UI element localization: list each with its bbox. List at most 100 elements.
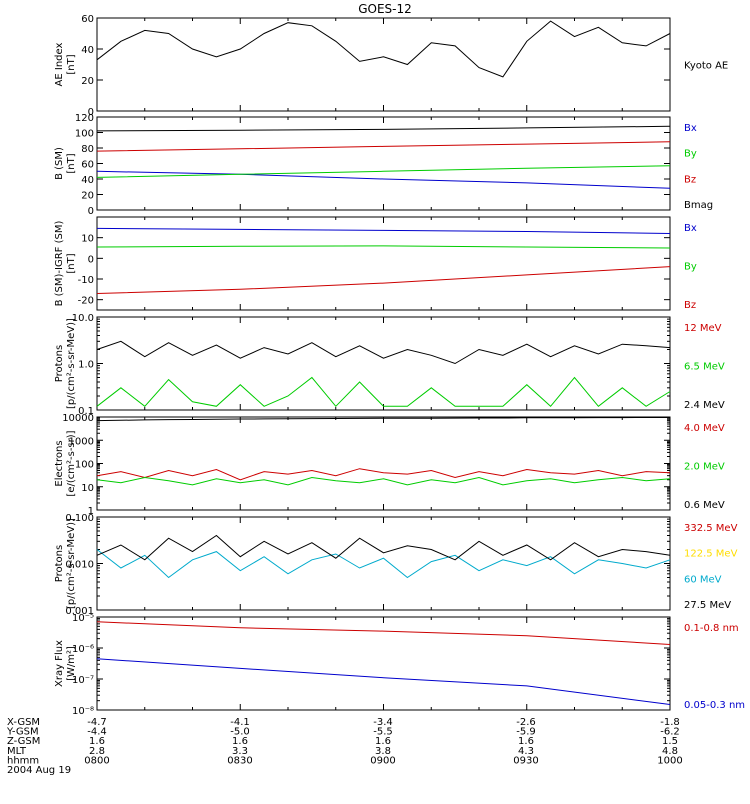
panel-frame	[96, 17, 671, 112]
panel-frame	[96, 316, 671, 411]
y-tick-label: 40	[81, 45, 94, 56]
footer-value: -4.7	[87, 717, 107, 728]
series-line	[96, 245, 671, 249]
footer-row-label: hhmm	[7, 755, 39, 766]
series-line	[96, 165, 671, 178]
y-tick-label: 20	[81, 191, 94, 202]
footer-row-label: X-GSM	[7, 717, 40, 728]
legend-label: 60 MeV	[684, 574, 722, 585]
legend-label: 12 MeV	[684, 323, 722, 334]
series-line	[96, 417, 670, 422]
series-line	[96, 170, 671, 189]
y-axis-label: [e/(cm²-s-sr)]	[66, 430, 77, 496]
legend-label: 2.0 MeV	[684, 462, 725, 473]
panel-bsm: 0 20 40 60 80 100 120 B (SM) [nT] Bx By Bz Bmag	[54, 113, 713, 217]
y-tick-label: 1.0	[78, 360, 94, 371]
legend-label: 0.05-0.3 nm	[684, 700, 745, 711]
y-tick-label: 0	[88, 107, 94, 118]
panel-frame	[96, 216, 671, 311]
y-tick-label: 100	[75, 129, 94, 140]
y-tick-label: 0.1	[78, 406, 94, 417]
footer-value: 3.8	[375, 746, 391, 757]
series-line	[96, 534, 671, 561]
y-tick-label: 0	[88, 206, 94, 217]
y-tick-label: 0	[88, 254, 94, 265]
series-line	[96, 549, 671, 579]
footer-value: 1.5	[662, 736, 678, 747]
legend-label: By	[684, 262, 697, 273]
y-tick-label: 80	[81, 144, 94, 155]
panel-frame	[96, 516, 671, 611]
legend-label: 332.5 MeV	[684, 523, 738, 534]
y-tick-label: 120	[75, 113, 94, 124]
series-line	[96, 227, 671, 234]
legend-label: By	[684, 149, 697, 160]
y-axis-label: [p/(cm²-s-sr-MeV)]	[66, 518, 77, 609]
series-line	[96, 340, 671, 365]
y-tick-label: 1000	[69, 436, 94, 447]
y-tick-label: 10	[81, 234, 94, 245]
series-line	[96, 658, 671, 705]
footer-value: 4.8	[662, 746, 678, 757]
legend-label: 0.6 MeV	[684, 500, 725, 511]
footer-value: -4.1	[230, 717, 250, 728]
footer-value: -5.5	[373, 727, 393, 738]
series-line	[96, 141, 671, 152]
legend-label: Bx	[684, 223, 697, 234]
footer-value: 1.6	[232, 736, 248, 747]
footer-value: -4.4	[87, 727, 107, 738]
y-tick-label: 60	[81, 14, 94, 25]
footer-value: -1.8	[660, 717, 680, 728]
legend-label: 0.1-0.8 nm	[684, 623, 739, 634]
y-axis-label: [nT]	[66, 153, 77, 173]
y-tick-label: 10	[81, 483, 94, 494]
footer-value: 1.6	[518, 736, 534, 747]
y-tick-label: 0.001	[65, 606, 94, 617]
y-axis-label: Protons	[54, 345, 65, 382]
footer-value: 1000	[657, 755, 682, 766]
panel-ae: 0 20 40 60 AE Index [nT] Kyoto AE	[54, 14, 728, 118]
footer-date: 2004 Aug 19	[7, 765, 71, 776]
y-tick-label: 0.010	[65, 560, 94, 571]
panel-frame	[96, 416, 671, 511]
plot-title: GOES-12	[358, 2, 412, 16]
series-line	[96, 20, 671, 78]
series-line	[96, 266, 671, 294]
footer-value: 2.8	[89, 746, 105, 757]
series-line	[96, 468, 671, 481]
y-tick-label: 10.0	[72, 313, 94, 324]
y-tick-label: -20	[78, 296, 94, 307]
footer-value: -3.4	[373, 717, 393, 728]
footer-value: 0830	[227, 755, 252, 766]
panel-bigrf: -20 -10 0 10 B (SM)-IGRF (SM) [nT] Bx By Bz	[54, 216, 697, 311]
legend-label: 27.5 MeV	[684, 600, 731, 611]
legend-label: Bmag	[684, 200, 713, 211]
y-tick-label: 100	[75, 460, 94, 471]
legend-label: 4.0 MeV	[684, 423, 725, 434]
y-axis-label: [nT]	[66, 54, 77, 74]
footer-value: 4.3	[518, 746, 534, 757]
legend-label: 2.4 MeV	[684, 400, 725, 411]
footer-value: 0930	[513, 755, 538, 766]
footer-row-label: MLT	[7, 746, 27, 757]
footer-value: 1.6	[89, 736, 105, 747]
y-axis-label: [nT]	[66, 253, 77, 273]
footer-value: -6.2	[660, 727, 680, 738]
series-line	[96, 125, 671, 132]
series-line	[96, 476, 671, 486]
footer-value: 0800	[84, 755, 109, 766]
footer-value: -5.0	[230, 727, 250, 738]
y-axis-label: [W/m²]	[66, 646, 77, 681]
legend-label: 6.5 MeV	[684, 362, 725, 373]
footer-value: -2.6	[516, 717, 536, 728]
legend-label: Bz	[684, 174, 696, 185]
y-tick-label: 10⁻⁵	[72, 613, 94, 624]
legend-label: Kyoto AE	[684, 61, 728, 72]
series-line	[96, 376, 671, 408]
y-axis-label: Xray Flux	[54, 640, 65, 687]
y-tick-label: 10000	[62, 413, 94, 424]
y-tick-label: 10⁻⁶	[72, 644, 94, 655]
